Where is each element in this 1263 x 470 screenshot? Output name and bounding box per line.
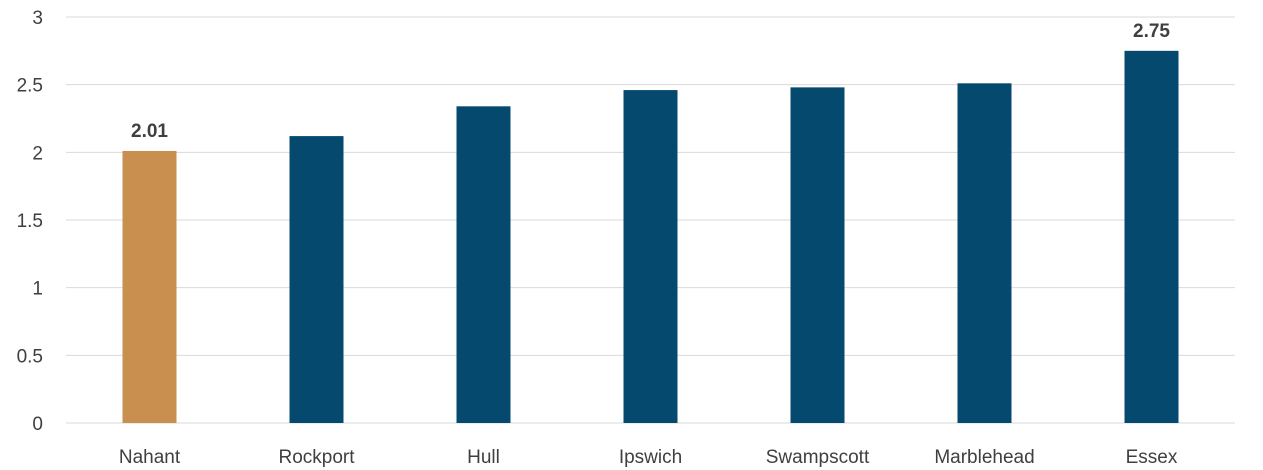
bar-nahant <box>122 150 177 424</box>
x-tick-label: Rockport <box>278 447 355 468</box>
y-tick-label: 1 <box>32 279 43 300</box>
y-axis-ticks: 0 0.5 1 1.5 2 2.5 3 <box>17 8 43 435</box>
data-label: 2.75 <box>1133 21 1170 42</box>
bar-ipswich <box>623 90 678 423</box>
bars <box>122 50 1179 424</box>
bar-hull <box>456 106 511 423</box>
x-tick-label: Nahant <box>119 447 181 468</box>
bar-rockport <box>289 136 344 424</box>
x-tick-label: Marblehead <box>934 447 1034 468</box>
data-label: 2.01 <box>131 121 168 142</box>
y-tick-label: 1.5 <box>17 211 43 232</box>
bar-marblehead <box>957 83 1012 424</box>
bar-swampscott <box>790 87 845 423</box>
y-tick-label: 2 <box>32 143 43 164</box>
y-tick-label: 3 <box>32 8 43 29</box>
x-tick-label: Essex <box>1126 447 1178 468</box>
x-tick-label: Ipswich <box>619 447 682 468</box>
bar-essex <box>1124 50 1179 423</box>
y-tick-label: 0.5 <box>17 346 43 367</box>
x-tick-label: Hull <box>467 447 500 468</box>
x-axis-ticks: Nahant Rockport Hull Ipswich Swampscott Marbl… <box>119 447 1178 468</box>
x-tick-label: Swampscott <box>766 447 870 468</box>
y-tick-label: 0 <box>32 414 43 435</box>
data-labels: 2.01 2.75 <box>131 21 1170 142</box>
y-tick-label: 2.5 <box>17 76 43 97</box>
